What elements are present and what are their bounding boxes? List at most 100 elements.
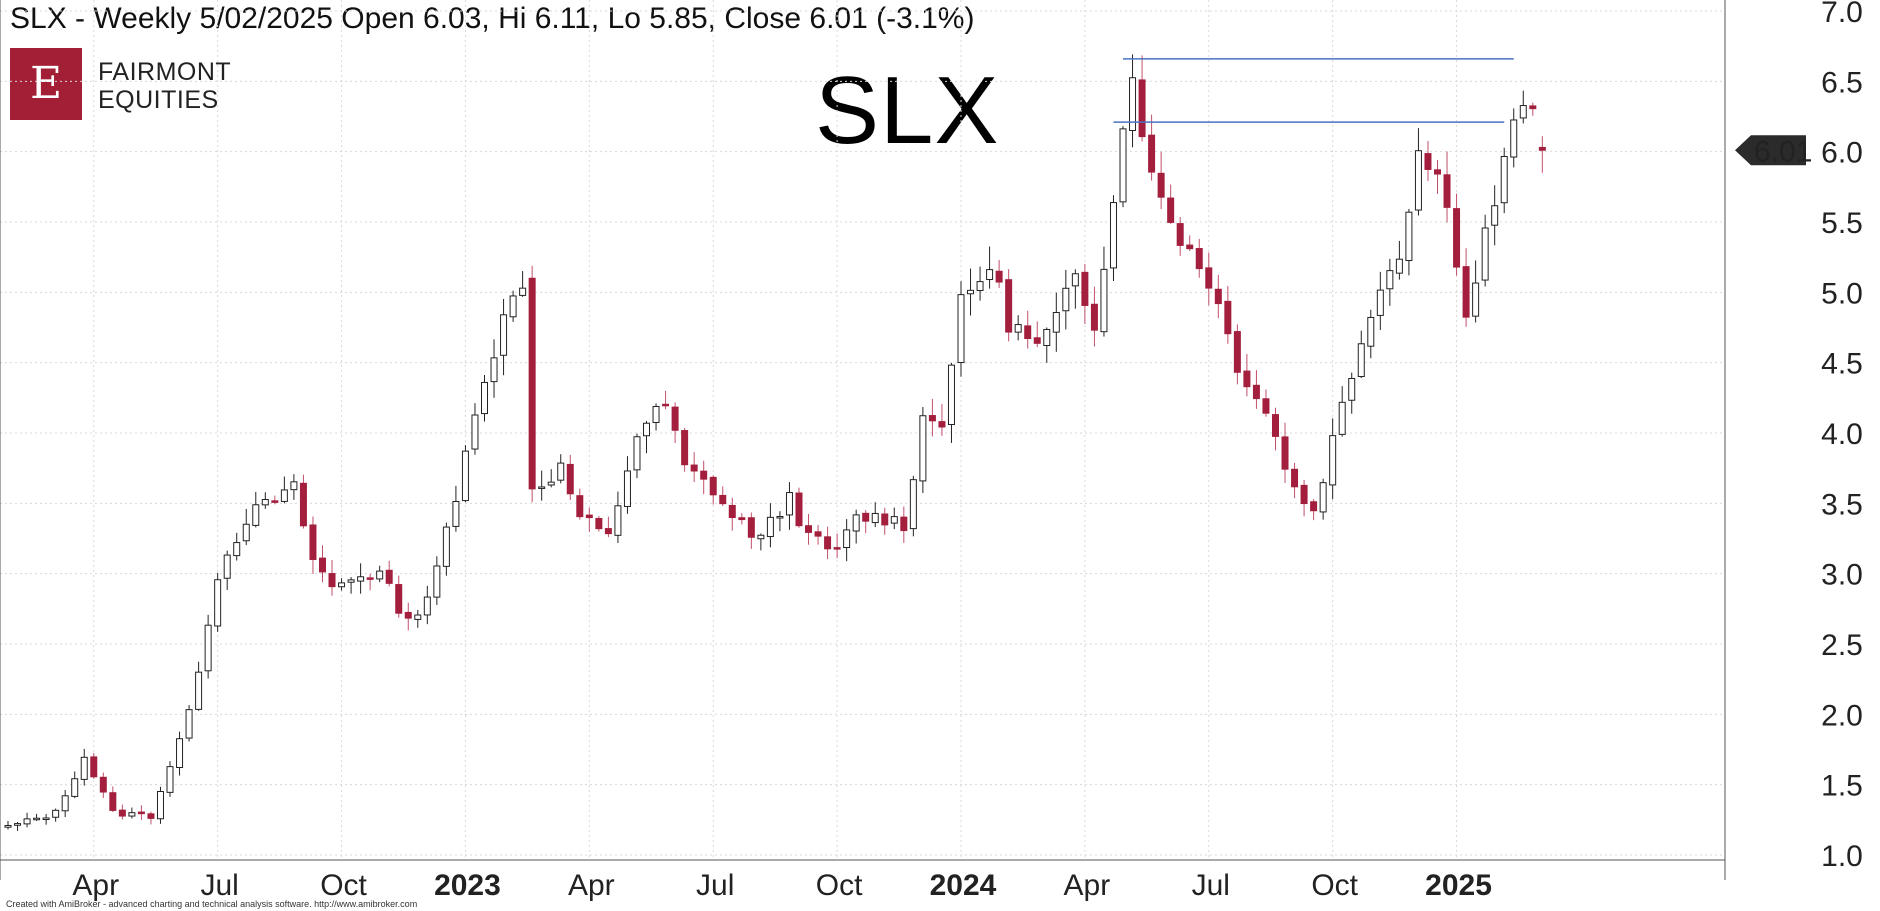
- candle-body: [900, 516, 908, 532]
- candle: [852, 509, 860, 544]
- candle-body: [214, 579, 222, 627]
- candle-body: [509, 295, 517, 318]
- candle: [709, 475, 717, 505]
- candle: [1443, 151, 1451, 223]
- candle: [623, 456, 631, 514]
- candle-body: [785, 492, 793, 516]
- candle-body: [890, 516, 898, 524]
- candle-body: [1405, 211, 1413, 262]
- candle-body: [1462, 266, 1470, 318]
- candle-body: [643, 422, 651, 437]
- candle: [80, 748, 88, 786]
- candle: [414, 609, 422, 628]
- candle: [738, 513, 746, 525]
- candle-body: [204, 624, 212, 672]
- candle-body: [1367, 316, 1375, 347]
- x-tick-label: Oct: [1311, 869, 1358, 902]
- candle: [595, 515, 603, 532]
- candle-body: [967, 289, 975, 295]
- candle-body: [128, 812, 136, 817]
- candle-body: [538, 486, 546, 489]
- candle-body: [909, 479, 917, 530]
- candle: [1519, 90, 1527, 124]
- x-tick-label: Apr: [568, 869, 615, 902]
- candle-body: [1395, 258, 1403, 274]
- candle-body: [1195, 248, 1203, 270]
- candle-body: [776, 516, 784, 519]
- candle: [604, 516, 612, 538]
- candle: [1024, 310, 1032, 349]
- candle: [137, 805, 145, 820]
- candle-body: [404, 611, 412, 619]
- candle: [681, 427, 689, 472]
- candle-body: [109, 792, 117, 811]
- candle-body: [881, 513, 889, 526]
- candle-body: [852, 514, 860, 532]
- candle: [719, 486, 727, 507]
- candle-body: [1033, 337, 1041, 344]
- candle: [728, 497, 736, 531]
- candle: [814, 524, 822, 545]
- candle-body: [290, 481, 298, 491]
- candle: [871, 502, 879, 528]
- candle-body: [623, 470, 631, 507]
- candle: [452, 485, 460, 532]
- candle-body: [1148, 134, 1156, 173]
- candle: [1338, 386, 1346, 437]
- candle: [1214, 274, 1222, 319]
- candle: [1014, 315, 1022, 341]
- candle-body: [299, 482, 307, 527]
- candle-body: [986, 269, 994, 281]
- candle: [700, 460, 708, 495]
- candle-body: [709, 476, 717, 496]
- candle: [309, 516, 317, 574]
- candle: [166, 761, 174, 797]
- candle-body: [595, 517, 603, 530]
- candle-body: [814, 531, 822, 537]
- candle: [795, 487, 803, 528]
- candle: [1033, 321, 1041, 348]
- candle-body: [1357, 343, 1365, 378]
- candle-body: [328, 573, 336, 588]
- candle: [890, 507, 898, 530]
- candle: [195, 661, 203, 711]
- candle: [519, 271, 527, 297]
- candle: [109, 786, 117, 813]
- candle: [824, 526, 832, 560]
- candle: [938, 404, 946, 437]
- candle: [471, 403, 479, 455]
- candle-body: [1014, 324, 1022, 333]
- candle: [547, 469, 555, 488]
- candle: [1233, 324, 1241, 385]
- candle: [1529, 102, 1537, 116]
- last-price-badge-label: 6.01: [1754, 135, 1812, 168]
- candle-body: [61, 795, 69, 812]
- candle: [643, 421, 651, 454]
- candle-body: [557, 462, 565, 481]
- candle-body: [118, 809, 126, 817]
- candle-body: [23, 818, 31, 825]
- candle-body: [1262, 398, 1270, 414]
- candle-body: [757, 534, 765, 540]
- candle-body: [547, 481, 555, 486]
- candle-body: [481, 381, 488, 415]
- candle: [1043, 327, 1051, 363]
- candle: [509, 290, 517, 322]
- candle-body: [1281, 436, 1289, 470]
- candle: [900, 506, 908, 543]
- candle: [156, 786, 164, 824]
- candle: [766, 503, 774, 548]
- candle-body: [1157, 172, 1165, 198]
- y-tick-label: 7.0: [1821, 0, 1863, 29]
- candle-body: [1300, 484, 1308, 505]
- candle-body: [700, 470, 708, 480]
- candle-body: [347, 579, 355, 583]
- candle: [1300, 479, 1308, 517]
- candle-body: [1214, 288, 1222, 305]
- candle: [967, 268, 975, 316]
- candle: [338, 578, 346, 591]
- y-tick-label: 6.0: [1821, 137, 1863, 170]
- candle-body: [614, 505, 622, 536]
- candle: [1357, 330, 1365, 379]
